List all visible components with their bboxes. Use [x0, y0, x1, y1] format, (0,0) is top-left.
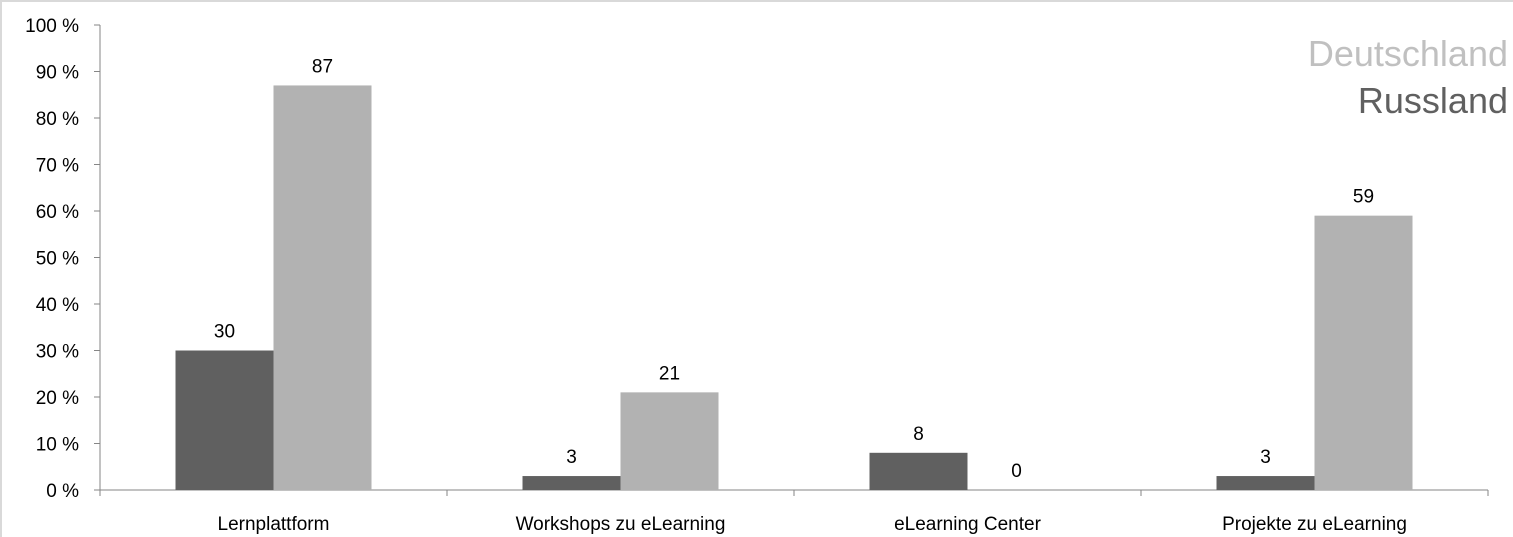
y-tick-label: 10 % [36, 435, 79, 456]
bar-deutschland [274, 85, 372, 490]
y-tick-label: 30 % [36, 342, 79, 363]
data-label: 3 [1260, 447, 1271, 468]
y-tick-label: 20 % [36, 388, 79, 409]
legend-item-russland: Russland [1358, 80, 1508, 121]
bar-deutschland [1315, 216, 1413, 490]
data-label: 0 [1011, 461, 1022, 482]
data-label: 87 [312, 56, 333, 77]
bar-russland [870, 453, 968, 490]
category-label: Projekte zu eLearning [1222, 514, 1407, 535]
legend-item-deutschland: Deutschland [1308, 33, 1508, 74]
bar-russland [1217, 476, 1315, 490]
category-label: eLearning Center [894, 514, 1041, 535]
data-label: 30 [214, 322, 235, 343]
data-label: 3 [566, 447, 577, 468]
y-tick-label: 70 % [36, 156, 79, 177]
data-label: 8 [913, 424, 924, 445]
category-label: Workshops zu eLearning [516, 514, 726, 535]
y-tick-label: 50 % [36, 249, 79, 270]
data-label: 21 [659, 363, 680, 384]
y-tick-label: 100 % [25, 16, 79, 37]
y-tick-label: 90 % [36, 63, 79, 84]
category-label: Lernplattform [218, 514, 330, 535]
y-tick-label: 60 % [36, 202, 79, 223]
y-tick-label: 0 % [46, 481, 79, 502]
bar-russland [523, 476, 621, 490]
bar-russland [176, 351, 274, 491]
y-tick-label: 80 % [36, 109, 79, 130]
data-label: 59 [1353, 187, 1374, 208]
bar-deutschland [621, 392, 719, 490]
y-tick-label: 40 % [36, 295, 79, 316]
